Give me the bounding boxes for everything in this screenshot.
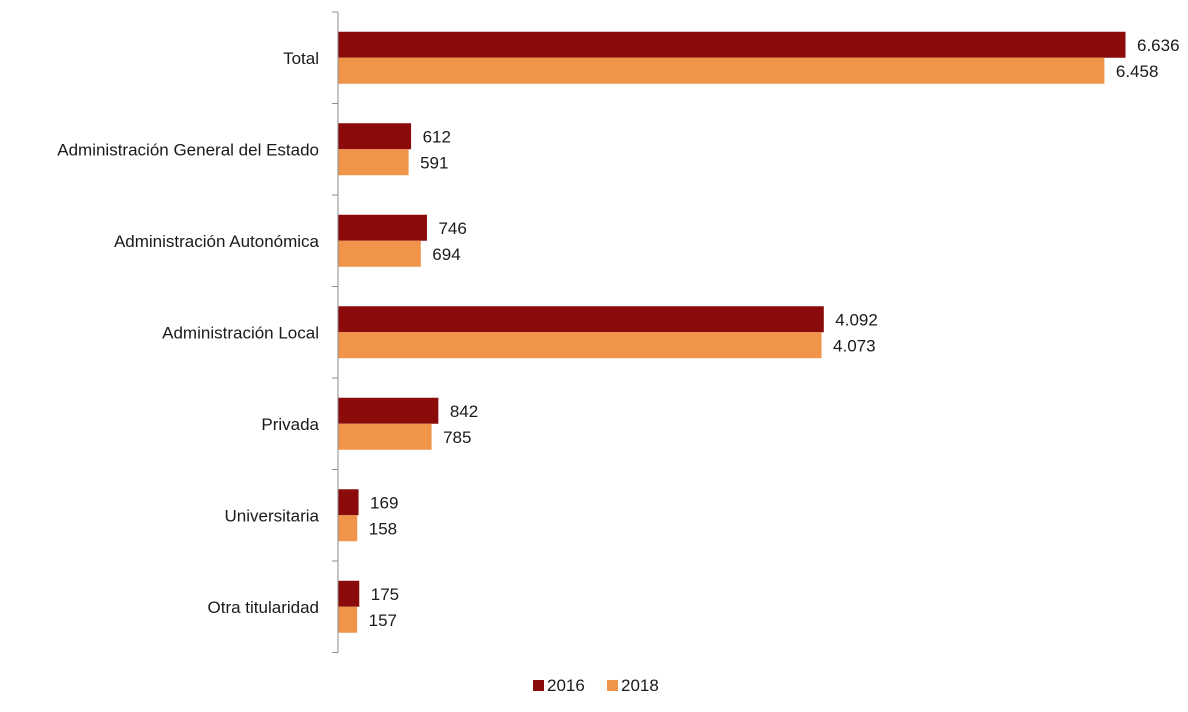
bar-2018 (338, 149, 409, 176)
category-label: Privada (261, 415, 319, 434)
labels-layer: 6.636 6.458 612 591 746 694 4.092 4.073 842 785 16… (369, 36, 1180, 630)
data-label-2016: 6.636 (1137, 36, 1180, 55)
legend-label-2016: 2016 (547, 676, 585, 695)
bars-layer (338, 31, 1126, 633)
bar-2016 (338, 306, 824, 333)
data-label-2018: 6.458 (1116, 62, 1159, 81)
legend-label-2018: 2018 (621, 676, 659, 695)
category-label: Administración General del Estado (57, 140, 319, 159)
data-label-2018: 591 (420, 153, 448, 172)
legend: 2016 2018 (533, 676, 659, 695)
bar-2016 (338, 31, 1126, 58)
data-label-2016: 746 (438, 219, 466, 238)
bar-2018 (338, 423, 432, 450)
bar-2018 (338, 332, 822, 359)
category-label: Total (283, 49, 319, 68)
category-label: Administración Local (162, 323, 319, 342)
legend-swatch-2016 (533, 680, 544, 691)
bar-2016 (338, 580, 360, 607)
bar-2018 (338, 606, 358, 633)
bar-2018 (338, 240, 421, 267)
category-label: Otra titularidad (208, 598, 320, 617)
category-axis: Total Administración General del Estado Ad… (57, 11, 339, 653)
data-label-2018: 694 (432, 245, 460, 264)
data-label-2016: 612 (423, 127, 451, 146)
data-label-2016: 4.092 (835, 310, 878, 329)
category-label: Administración Autonómica (114, 232, 320, 251)
data-label-2018: 4.073 (833, 336, 876, 355)
data-label-2018: 158 (369, 519, 397, 538)
bar-2016 (338, 123, 412, 150)
data-label-2016: 842 (450, 402, 478, 421)
bar-2018 (338, 57, 1105, 84)
data-label-2016: 175 (371, 585, 399, 604)
data-label-2018: 785 (443, 428, 471, 447)
bar-2016 (338, 214, 427, 241)
bar-2016 (338, 489, 359, 516)
bar-2018 (338, 515, 358, 542)
legend-swatch-2018 (607, 680, 618, 691)
bar-2016 (338, 397, 439, 424)
category-label: Universitaria (225, 506, 320, 525)
data-label-2016: 169 (370, 493, 398, 512)
data-label-2018: 157 (369, 611, 397, 630)
